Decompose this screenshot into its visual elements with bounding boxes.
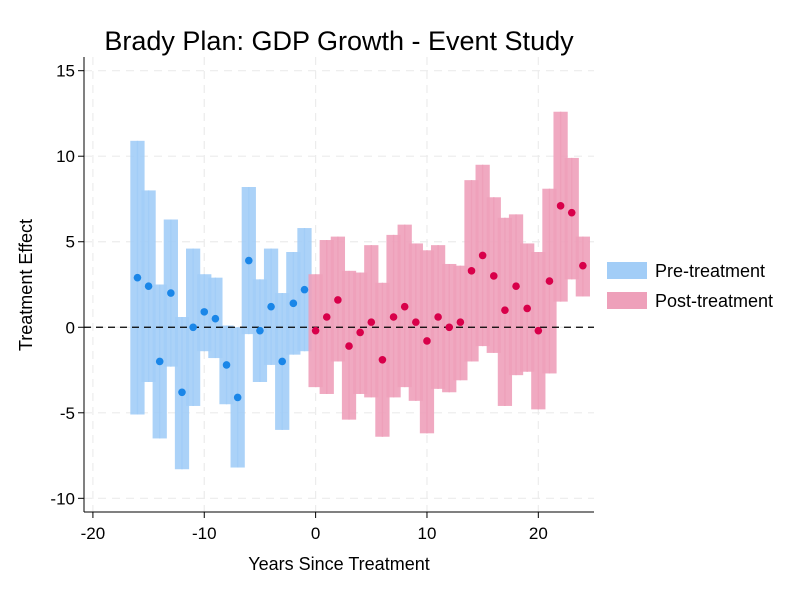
x-tick-label: 0 (311, 524, 320, 543)
point-post-treatment (579, 261, 587, 270)
legend: Pre-treatment Post-treatment (607, 261, 773, 311)
point-post-treatment (311, 326, 320, 335)
point-post-treatment (501, 306, 509, 314)
point-post-treatment (356, 328, 364, 337)
point-pre-treatment (189, 323, 197, 332)
point-pre-treatment (267, 302, 275, 311)
point-pre-treatment (300, 285, 309, 294)
point-pre-treatment (200, 308, 209, 316)
point-post-treatment (556, 202, 565, 210)
y-axis-label: Treatment Effect (16, 219, 36, 351)
point-post-treatment (434, 313, 442, 321)
point-post-treatment (423, 337, 431, 345)
point-pre-treatment (155, 357, 164, 366)
point-post-treatment (512, 282, 520, 291)
point-post-treatment (322, 313, 331, 321)
y-tick-label: 10 (56, 147, 75, 166)
point-post-treatment (389, 313, 398, 321)
point-pre-treatment (278, 357, 287, 366)
y-tick-label: -10 (50, 489, 75, 508)
point-pre-treatment (211, 314, 220, 323)
axes (78, 57, 594, 518)
point-post-treatment (478, 251, 487, 260)
legend-label-post-treatment: Post-treatment (655, 291, 773, 311)
point-post-treatment (523, 304, 531, 313)
x-axis-label: Years Since Treatment (248, 554, 429, 574)
legend-swatch-post-treatment (607, 292, 647, 309)
point-pre-treatment (167, 289, 175, 297)
point-post-treatment (400, 302, 409, 311)
point-pre-treatment (222, 361, 231, 369)
point-pre-treatment (144, 282, 153, 291)
chart-title: Brady Plan: GDP Growth - Event Study (104, 26, 574, 56)
point-pre-treatment (289, 299, 298, 308)
point-post-treatment (567, 208, 576, 217)
point-post-treatment (534, 326, 543, 335)
point-post-treatment (545, 277, 554, 285)
x-tick-label: -10 (192, 524, 217, 543)
point-pre-treatment (178, 388, 186, 397)
point-post-treatment (412, 318, 420, 326)
point-post-treatment (467, 267, 476, 275)
point-post-treatment (378, 355, 387, 364)
x-tick-label: -20 (81, 524, 106, 543)
point-pre-treatment (256, 326, 264, 335)
point-post-treatment (367, 318, 376, 326)
x-tick-label: 20 (529, 524, 548, 543)
y-tick-label: 15 (56, 62, 75, 81)
legend-swatch-pre-treatment (607, 262, 647, 279)
point-post-treatment (445, 323, 454, 332)
point-estimates (133, 202, 587, 402)
tick-labels: -20 -10 0 10 20 -10 -5 0 5 10 15 (50, 62, 547, 543)
y-tick-label: 5 (66, 233, 75, 252)
y-tick-label: 0 (66, 318, 75, 337)
point-post-treatment (345, 342, 353, 350)
point-pre-treatment (133, 273, 142, 282)
point-pre-treatment (245, 256, 253, 265)
legend-label-pre-treatment: Pre-treatment (655, 261, 765, 281)
y-tick-label: -5 (60, 404, 75, 423)
point-post-treatment (489, 272, 498, 280)
point-post-treatment (456, 318, 465, 326)
x-tick-label: 10 (418, 524, 437, 543)
point-pre-treatment (233, 393, 242, 402)
point-post-treatment (334, 296, 342, 304)
